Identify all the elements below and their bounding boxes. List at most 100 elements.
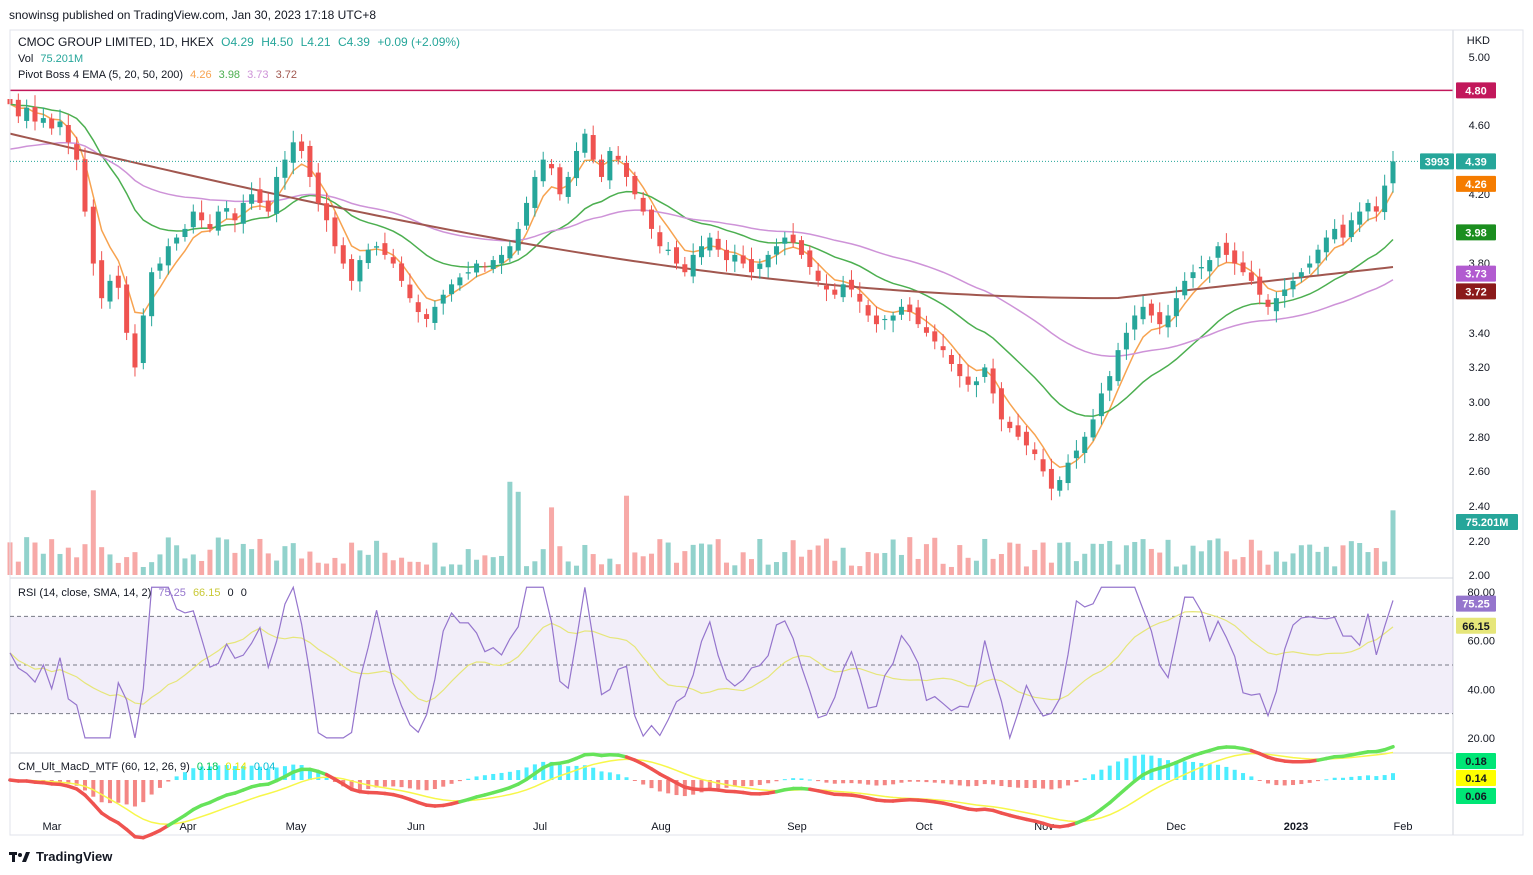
- macd-hist-bar: [499, 772, 504, 780]
- candle-body: [1132, 315, 1138, 330]
- candle-body: [365, 249, 371, 264]
- macd-hist-bar: [116, 780, 121, 803]
- candle-body: [1090, 419, 1096, 438]
- macd-hist-bar: [1316, 780, 1321, 782]
- macd-hist-bar: [99, 780, 104, 803]
- macd-line-seg: [91, 802, 104, 815]
- volume-bar: [107, 554, 113, 575]
- volume-bar: [1132, 541, 1138, 575]
- ema-legend[interactable]: Pivot Boss 4 EMA (5, 20, 50, 200) 4.26 3…: [18, 69, 301, 81]
- rsi-legend[interactable]: RSI (14, close, SMA, 14, 2) 75.25 66.15 …: [18, 587, 251, 599]
- macd-hist-bar: [1199, 762, 1204, 780]
- volume-bar: [32, 542, 38, 575]
- volume-bar: [415, 561, 421, 575]
- volume-bar: [873, 553, 879, 575]
- volume-bar: [49, 539, 55, 575]
- candle-body: [807, 250, 813, 268]
- macd-hist-bar: [1091, 774, 1096, 780]
- volume-bar: [1007, 542, 1013, 575]
- macd-hist-bar: [424, 780, 429, 791]
- candle-body: [998, 388, 1004, 420]
- symbol-legend[interactable]: CMOC GROUP LIMITED, 1D, HKEX O4.29 H4.50…: [18, 35, 464, 49]
- macd-label: 0.18: [1465, 756, 1486, 768]
- macd-hist-bar: [932, 780, 937, 783]
- close-value: C4.39: [337, 35, 370, 49]
- macd-hist-bar: [599, 771, 604, 780]
- volume-bar: [99, 547, 105, 575]
- macd-hist-bar: [441, 780, 446, 787]
- tradingview-logo-icon: [9, 851, 30, 862]
- macd-hist-bar: [916, 780, 921, 782]
- volume-bar: [998, 554, 1004, 575]
- candle-body: [1207, 260, 1213, 272]
- open-value: O4.29: [221, 35, 254, 49]
- time-tick: Jun: [407, 821, 425, 833]
- candle-body: [382, 243, 388, 255]
- last-price-label: 4.39: [1465, 156, 1486, 168]
- macd-legend[interactable]: CM_Ult_MacD_MTF (60, 12, 26, 9) 0.18 0.1…: [18, 761, 279, 773]
- candle-body: [15, 99, 21, 117]
- macd-hist-bar: [1307, 780, 1312, 783]
- candle-body: [940, 346, 946, 351]
- last-price-label-bg: [1456, 153, 1496, 170]
- macd-hist-bar: [1266, 780, 1271, 784]
- volume-bar: [798, 556, 804, 575]
- macd-extra-label: 0.06: [1465, 791, 1486, 803]
- macd-hist-bar: [257, 766, 262, 780]
- volume-bar: [540, 549, 546, 575]
- tradingview-logo[interactable]: TradingView: [9, 849, 112, 864]
- volume-bar: [557, 546, 563, 575]
- volume-bar: [1198, 551, 1204, 575]
- volume-bar: [165, 537, 171, 575]
- candle-body: [1107, 376, 1113, 391]
- volume-bar: [240, 543, 246, 575]
- macd-hist-bar: [699, 780, 704, 793]
- volume-bar: [57, 553, 63, 575]
- volume-bar: [657, 539, 663, 575]
- volume-bar: [374, 540, 380, 575]
- low-value: L4.21: [300, 35, 331, 49]
- macd-hist-bar: [907, 780, 912, 782]
- candle-body: [282, 159, 288, 178]
- ema200-value: 3.72: [275, 69, 298, 81]
- time-tick: Apr: [179, 821, 196, 833]
- price-tick: 2.40: [1469, 501, 1490, 513]
- macd-hist-bar: [449, 780, 454, 784]
- candle-body: [890, 315, 896, 321]
- volume-bar: [232, 552, 238, 575]
- candle-body: [507, 246, 513, 259]
- macd-hist-bar: [266, 768, 271, 780]
- volume-bar: [832, 560, 838, 575]
- macd-hist-bar: [849, 780, 854, 784]
- candle-body: [1140, 306, 1146, 320]
- macd-hist-bar: [1282, 780, 1287, 786]
- macd-hist-bar: [632, 780, 637, 781]
- macd-pane: [8, 744, 1395, 840]
- rsi-ma-label-bg: [1456, 617, 1496, 634]
- candle-body: [1315, 249, 1321, 264]
- macd-hist-bar: [432, 780, 437, 790]
- candle-body: [124, 284, 130, 333]
- volume-bar: [390, 560, 396, 575]
- price-tick: 2.00: [1469, 570, 1490, 582]
- tradingview-brand: TradingView: [36, 849, 113, 864]
- candle-body: [948, 355, 954, 364]
- macd-hist-bar: [1124, 758, 1129, 780]
- macd-hist-bar: [1232, 769, 1237, 780]
- volume-bar: [24, 537, 30, 575]
- candle-body: [574, 150, 580, 179]
- macd-hist-bar: [774, 780, 779, 782]
- candle-body: [1157, 312, 1163, 325]
- volume-bar: [307, 551, 313, 575]
- volume-bar: [382, 552, 388, 575]
- macd-hist-bar: [1074, 780, 1079, 783]
- volume-legend[interactable]: Vol 75.201M: [18, 53, 87, 65]
- volume-bar: [823, 538, 829, 575]
- high-value: H4.50: [261, 35, 294, 49]
- volume-bar: [707, 544, 713, 575]
- candle-body: [407, 284, 413, 299]
- macd-hist-bar: [799, 778, 804, 780]
- candle-body: [1390, 161, 1396, 184]
